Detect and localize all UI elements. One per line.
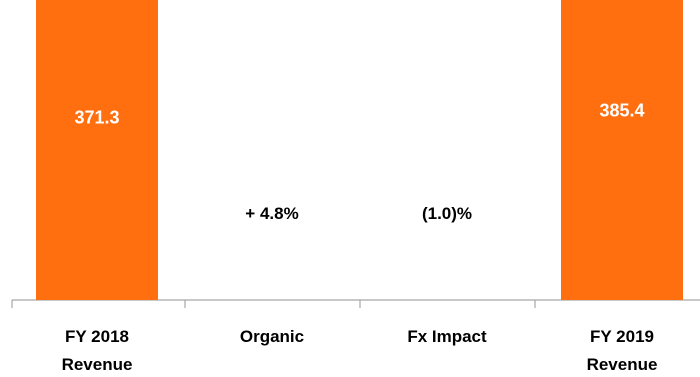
category-label: FY 2019 Revenue — [587, 327, 658, 374]
bar-value-label: 371.3 — [74, 107, 119, 127]
total-bar — [36, 0, 158, 301]
bar-value-label: 385.4 — [599, 101, 644, 121]
change-label: + 4.8% — [245, 204, 298, 223]
category-label: Organic — [240, 327, 304, 346]
category-label: Fx Impact — [407, 327, 487, 346]
change-label: (1.0)% — [422, 204, 472, 223]
category-label: FY 2018 Revenue — [62, 327, 133, 374]
total-bar — [561, 0, 683, 300]
